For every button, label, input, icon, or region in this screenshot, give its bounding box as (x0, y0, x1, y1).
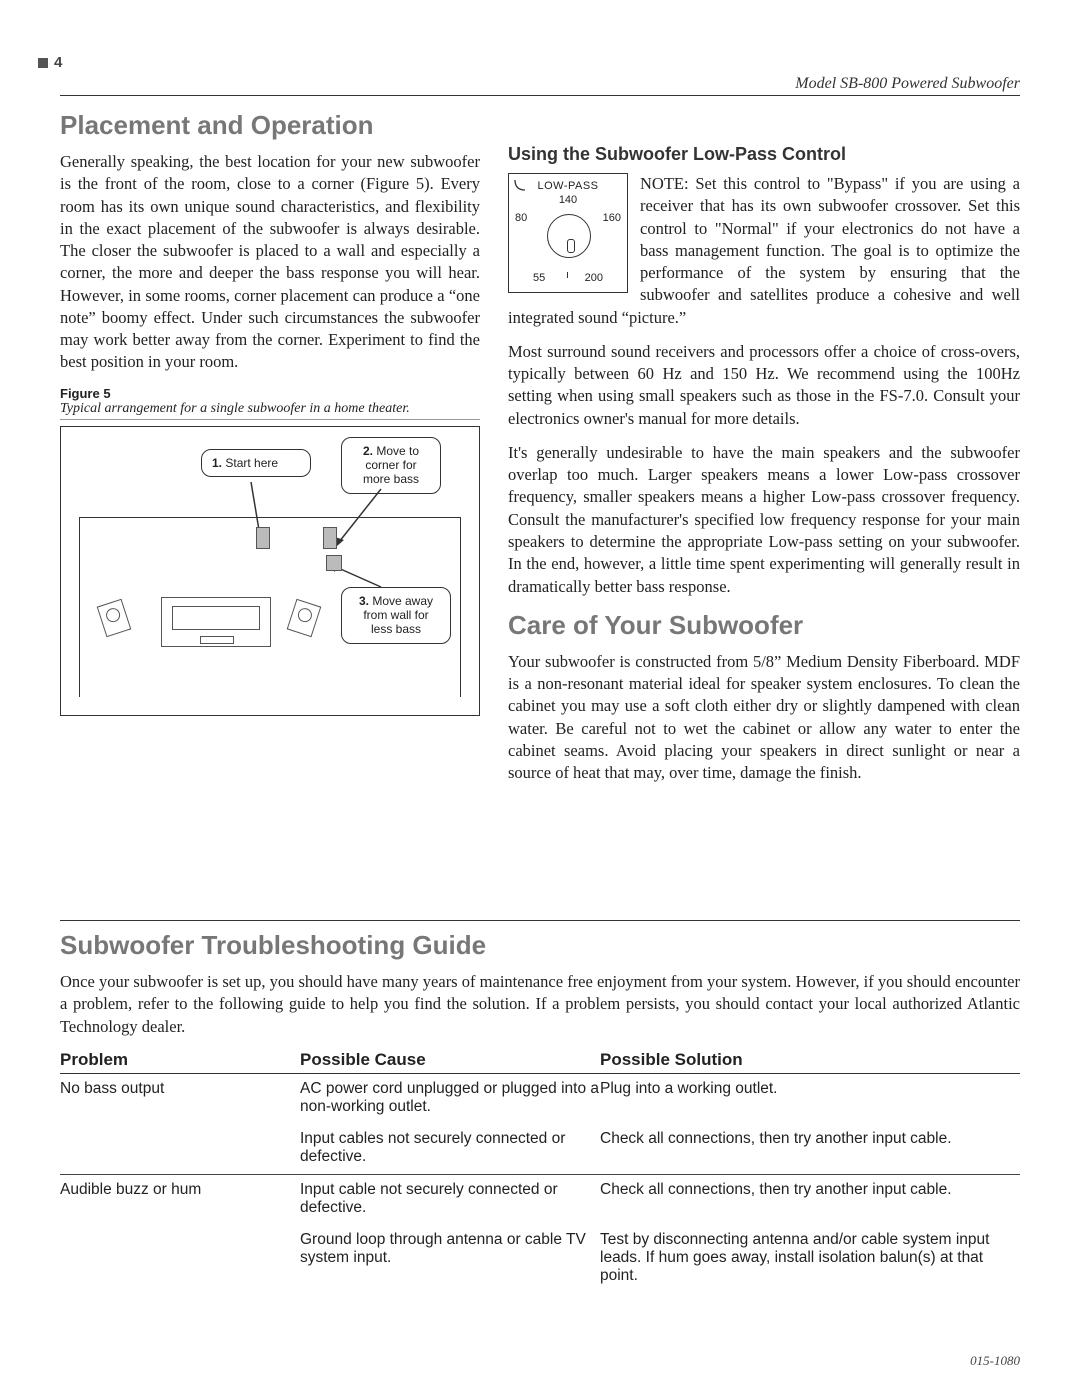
dial-80: 80 (515, 212, 527, 224)
cell-problem (60, 1231, 300, 1285)
heading-placement: Placement and Operation (60, 110, 480, 141)
page-marker-square (38, 58, 48, 68)
heading-troubleshooting: Subwoofer Troubleshooting Guide (60, 930, 1020, 961)
cell-solution: Test by disconnecting antenna and/or cab… (600, 1231, 1020, 1285)
callout-1-num: 1. (212, 456, 222, 470)
footer-doc-number: 015-1080 (970, 1353, 1020, 1369)
troubleshooting-headers: Problem Possible Cause Possible Solution (60, 1050, 1020, 1074)
troubleshooting-intro: Once your subwoofer is set up, you shoul… (60, 971, 1020, 1038)
dial-160: 160 (603, 212, 621, 224)
cell-solution: Check all connections, then try another … (600, 1181, 1020, 1217)
lowpass-para3: It's generally undesirable to have the m… (508, 442, 1020, 598)
figure5-speaker-left (256, 527, 270, 549)
figure5-diagram: 1. Start here 2. Move to corner for more… (60, 426, 480, 716)
dial-200: 200 (585, 272, 603, 284)
page-number: 4 (54, 54, 62, 71)
figure5-caption: Typical arrangement for a single subwoof… (60, 401, 480, 420)
figure5-callout-2: 2. Move to corner for more bass (341, 437, 441, 494)
page-marker: 4 (38, 54, 62, 71)
dial-55: 55 (533, 272, 545, 284)
table-row: Ground loop through antenna or cable TV … (60, 1225, 1020, 1293)
cell-problem: Audible buzz or hum (60, 1181, 300, 1217)
cell-cause: Ground loop through antenna or cable TV … (300, 1231, 600, 1285)
lowpass-para2: Most surround sound receivers and proces… (508, 341, 1020, 430)
care-paragraph: Your subwoofer is constructed from 5/8” … (508, 651, 1020, 785)
th-cause: Possible Cause (300, 1050, 600, 1070)
cell-solution: Plug into a working outlet. (600, 1080, 1020, 1116)
lowpass-dial-diagram: LOW-PASS 140 80 160 55 200 (508, 173, 628, 293)
callout-2-num: 2. (363, 444, 373, 458)
callout-1-text: Start here (222, 456, 278, 470)
right-column: Using the Subwoofer Low-Pass Control LOW… (508, 110, 1020, 796)
figure5-sub-pos (326, 555, 342, 571)
table-row: Input cables not securely connected or d… (60, 1124, 1020, 1175)
left-column: Placement and Operation Generally speaki… (60, 110, 480, 796)
cell-cause: Input cables not securely connected or d… (300, 1130, 600, 1166)
dial-tick (567, 272, 568, 278)
figure5-label: Figure 5 (60, 386, 480, 401)
cell-cause: Input cable not securely connected or de… (300, 1181, 600, 1217)
troubleshooting-section: Subwoofer Troubleshooting Guide Once you… (60, 930, 1020, 1293)
figure5-callout-1: 1. Start here (201, 449, 311, 477)
dial-title: LOW-PASS (509, 180, 627, 192)
section-divider (60, 920, 1020, 921)
th-solution: Possible Solution (600, 1050, 1020, 1070)
heading-care: Care of Your Subwoofer (508, 610, 1020, 641)
model-label: Model SB-800 Powered Subwoofer (795, 75, 1020, 93)
table-row: No bass output AC power cord unplugged o… (60, 1074, 1020, 1124)
cell-problem (60, 1130, 300, 1166)
heading-lowpass: Using the Subwoofer Low-Pass Control (508, 144, 1020, 165)
dial-knob (547, 214, 591, 258)
table-row: Audible buzz or hum Input cable not secu… (60, 1175, 1020, 1225)
cell-problem: No bass output (60, 1080, 300, 1116)
figure5-tv (161, 597, 271, 647)
main-content: Placement and Operation Generally speaki… (60, 110, 1020, 796)
figure5-speaker-right (323, 527, 337, 549)
header-rule (60, 95, 1020, 96)
cell-solution: Check all connections, then try another … (600, 1130, 1020, 1166)
placement-paragraph: Generally speaking, the best location fo… (60, 151, 480, 374)
dial-140: 140 (509, 194, 627, 206)
th-problem: Problem (60, 1050, 300, 1070)
cell-cause: AC power cord unplugged or plugged into … (300, 1080, 600, 1116)
